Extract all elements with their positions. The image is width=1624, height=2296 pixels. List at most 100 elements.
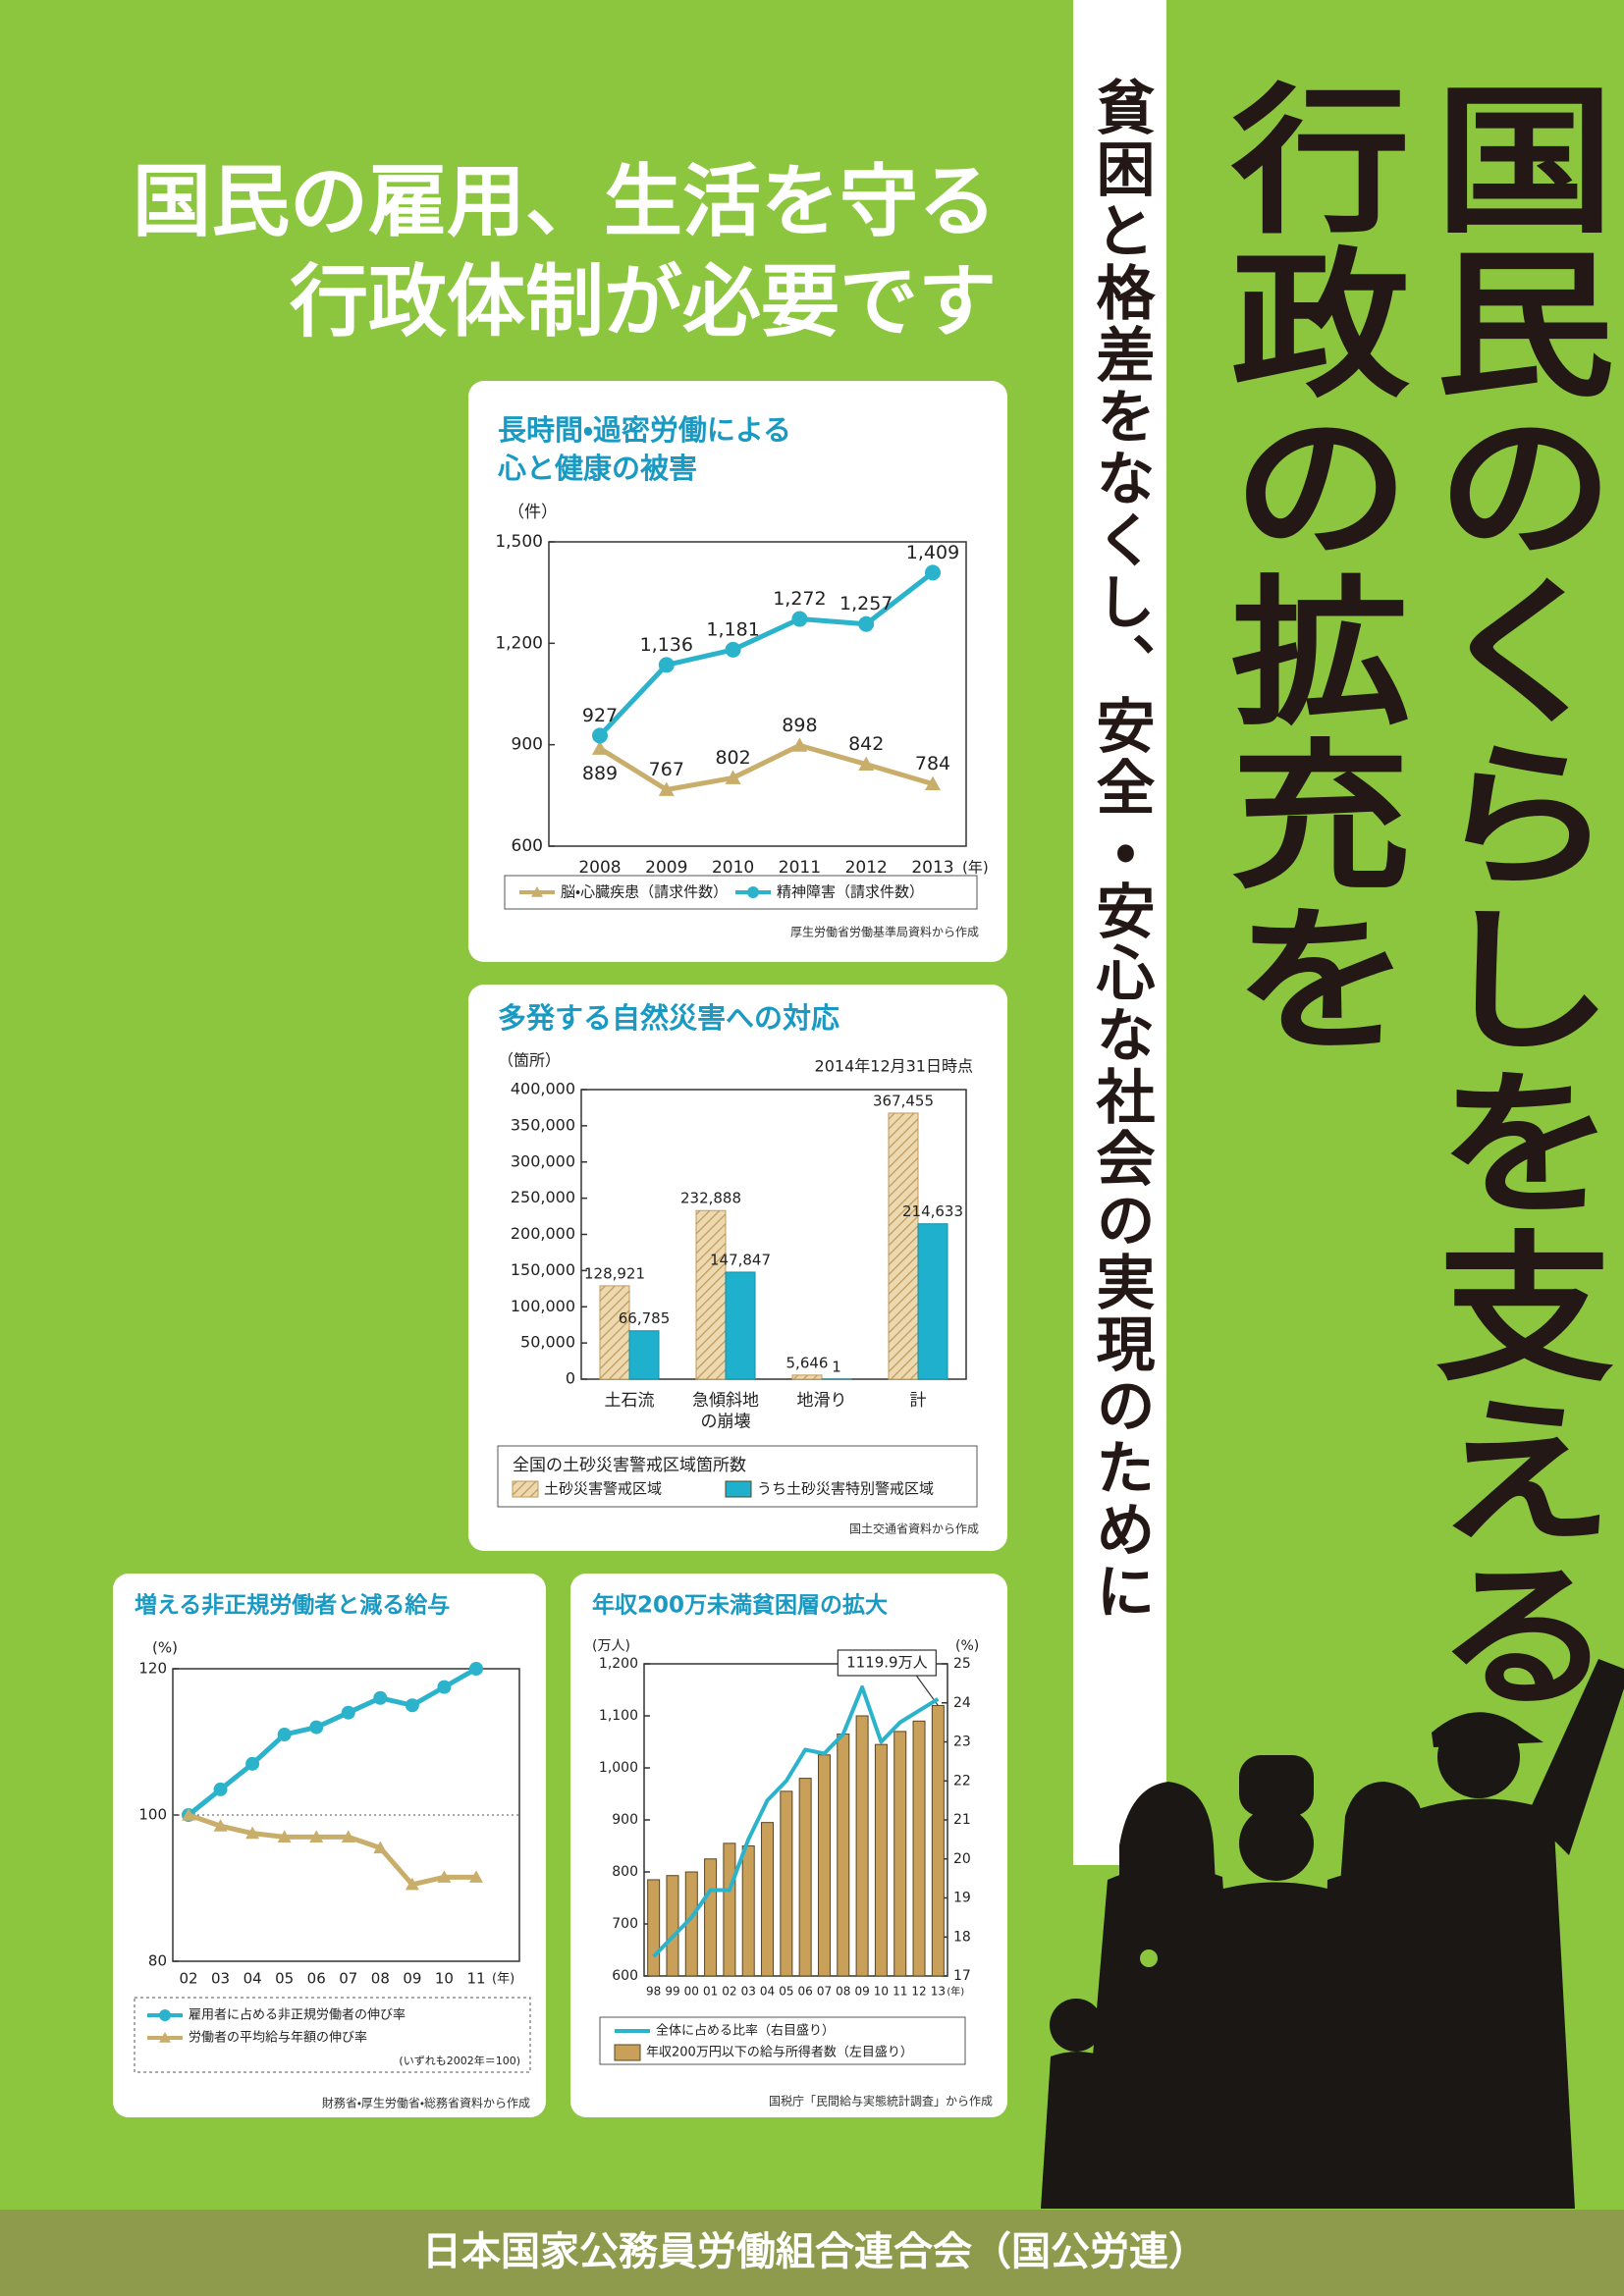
- data-label: 1,181: [706, 618, 759, 640]
- marker: [405, 1877, 419, 1891]
- x-tick-label: 11: [893, 1985, 907, 1999]
- y2-tick-label: 25: [953, 1656, 971, 1672]
- marker: [245, 1826, 260, 1840]
- marker: [592, 727, 608, 744]
- emblem: [1140, 1949, 1158, 1967]
- line-series: [652, 1684, 940, 1958]
- y-tick-label: 900: [512, 735, 543, 755]
- legend-swatch: [614, 2044, 641, 2061]
- bar: [723, 1842, 736, 1977]
- x-tick-label: 07: [339, 1970, 357, 1988]
- x-tick-label: 13: [931, 1985, 946, 1999]
- marker: [791, 737, 808, 752]
- bar: [837, 1734, 850, 1977]
- x-tick-label: 04: [760, 1985, 775, 1999]
- marker: [592, 740, 608, 755]
- y-unit: （件）: [508, 503, 558, 522]
- marker: [725, 770, 741, 784]
- bar: [874, 1743, 888, 1977]
- data-label: 66,785: [619, 1309, 671, 1327]
- data-label: 5,646: [786, 1354, 829, 1371]
- y-tick-label: 80: [148, 1952, 167, 1970]
- silhouettes: [1041, 1659, 1624, 2209]
- marker: [858, 756, 875, 772]
- footer-band: [0, 2210, 1624, 2296]
- main-title-column: 国民のくらしを支える: [1403, 77, 1612, 1716]
- data-label: 802: [715, 747, 750, 769]
- x-tick-label: 11: [466, 1970, 485, 1988]
- marker: [373, 1690, 388, 1705]
- bar: [761, 1822, 775, 1977]
- marker: [159, 2032, 171, 2043]
- y-tick-label: 400,000: [511, 1080, 575, 1098]
- marker: [531, 886, 543, 897]
- chart-panel: 増える非正規労働者と減る給与 80 100 120 02 03 04 05 06 07 08 09 10…: [113, 1574, 546, 2117]
- y-tick-label: 900: [612, 1812, 638, 1828]
- subtitle: 貧困と格差をなくし、安全・安心な社会の実現のために: [1086, 77, 1155, 1623]
- y-tick-label: 350,000: [511, 1115, 575, 1134]
- y-tick-label: 600: [612, 1968, 638, 1984]
- data-label: 1,272: [773, 588, 826, 610]
- marker: [925, 775, 941, 791]
- legend-title: 全国の土砂災害警戒区域箇所数: [513, 1456, 746, 1475]
- marker: [925, 564, 941, 581]
- marker: [725, 641, 741, 658]
- x-unit: (年): [492, 1972, 514, 1987]
- legend-label: 雇用者に占める非正規労働者の伸び率: [189, 2008, 406, 2023]
- panel-bg: [468, 985, 1007, 1551]
- y-tick-label: 200,000: [511, 1224, 575, 1243]
- legend-box: [599, 2016, 966, 2065]
- y2-tick-label: 22: [953, 1773, 971, 1789]
- legend-box: [134, 1997, 531, 2073]
- marker: [213, 1819, 228, 1832]
- data-label: 147,847: [710, 1251, 771, 1268]
- marker: [245, 1756, 260, 1771]
- marker: [309, 1830, 324, 1842]
- data-label: 214,633: [902, 1202, 963, 1220]
- line-series: [598, 742, 934, 792]
- y-tick-label: 1,500: [495, 532, 543, 552]
- y-tick-label: 50,000: [520, 1333, 575, 1352]
- y2-tick-label: 20: [953, 1851, 971, 1867]
- marker: [437, 1870, 452, 1883]
- x-unit: (年): [962, 859, 989, 877]
- y-tick-label: 0: [566, 1369, 575, 1388]
- legend-swatch: [725, 1480, 752, 1498]
- y2-tick-label: 19: [953, 1891, 971, 1906]
- data-label: 1: [832, 1358, 841, 1375]
- x-tick-label: 08: [836, 1985, 850, 1999]
- legend-label: 全体に占める比率（右目盛り）: [656, 2024, 835, 2039]
- x-tick-label: 05: [779, 1985, 793, 1999]
- headline: 国民の雇用、生活を守る: [133, 156, 997, 247]
- x-tick-label: 地滑り: [797, 1391, 847, 1411]
- bar: [741, 1845, 755, 1977]
- source-note: 財務省・厚生労働省・総務省資料から作成: [322, 2096, 530, 2110]
- source-note: 厚生労働省労働基準局資料から作成: [790, 925, 979, 939]
- y-tick-label: 250,000: [511, 1188, 575, 1206]
- y2-tick-label: 17: [953, 1968, 971, 1984]
- x-tick-label: 00: [684, 1985, 699, 1999]
- y2-tick-label: 21: [953, 1812, 971, 1828]
- marker: [182, 1808, 195, 1821]
- silhouette-part: [1432, 1712, 1543, 1747]
- x-tick-label: 06: [798, 1985, 813, 1999]
- silhouette-part: [1239, 1806, 1314, 1881]
- y-tick-label: 1,100: [599, 1708, 638, 1724]
- legend-label: 脳・心臓疾患（請求件数）: [561, 883, 728, 901]
- bar: [791, 1374, 823, 1380]
- silhouette-part: [1050, 1999, 1103, 2052]
- x-unit: (年): [947, 1985, 964, 1998]
- x-tick-label: 10: [435, 1970, 454, 1988]
- bar: [917, 1223, 948, 1380]
- x-tick-label: 2011: [779, 858, 821, 878]
- silhouette-part: [1402, 1798, 1575, 2209]
- y-tick-label: 700: [612, 1916, 638, 1932]
- legend-box: [497, 1445, 978, 1508]
- bar: [725, 1271, 756, 1380]
- bar: [798, 1778, 812, 1977]
- marker: [658, 781, 675, 796]
- x-tick-label: 02: [179, 1970, 197, 1988]
- legend-label: 年収200万円以下の給与所得者数（左目盛り）: [646, 2045, 913, 2060]
